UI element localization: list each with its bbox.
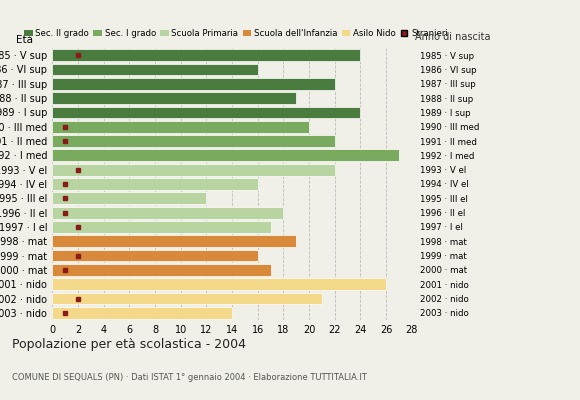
Bar xyxy=(52,178,258,190)
Text: COMUNE DI SEQUALS (PN) · Dati ISTAT 1° gennaio 2004 · Elaborazione TUTTITALIA.IT: COMUNE DI SEQUALS (PN) · Dati ISTAT 1° g… xyxy=(12,373,367,382)
Bar xyxy=(52,64,258,75)
Bar xyxy=(52,49,360,61)
Bar xyxy=(52,264,270,276)
Bar xyxy=(52,135,335,147)
Text: Popolazione per età scolastica - 2004: Popolazione per età scolastica - 2004 xyxy=(12,338,245,351)
Text: Età: Età xyxy=(16,35,33,45)
Bar xyxy=(52,92,296,104)
Bar xyxy=(52,106,360,118)
Bar xyxy=(52,235,296,247)
Legend: Sec. II grado, Sec. I grado, Scuola Primaria, Scuola dell'Infanzia, Asilo Nido, : Sec. II grado, Sec. I grado, Scuola Prim… xyxy=(24,29,448,38)
Bar xyxy=(52,221,270,233)
Text: Anno di nascita: Anno di nascita xyxy=(415,32,490,42)
Bar xyxy=(52,207,284,218)
Bar xyxy=(52,150,399,161)
Bar xyxy=(52,164,335,176)
Bar xyxy=(52,278,386,290)
Bar xyxy=(52,192,206,204)
Bar xyxy=(52,307,232,319)
Bar xyxy=(52,293,322,304)
Bar xyxy=(52,250,258,262)
Bar xyxy=(52,121,309,133)
Bar xyxy=(52,78,335,90)
